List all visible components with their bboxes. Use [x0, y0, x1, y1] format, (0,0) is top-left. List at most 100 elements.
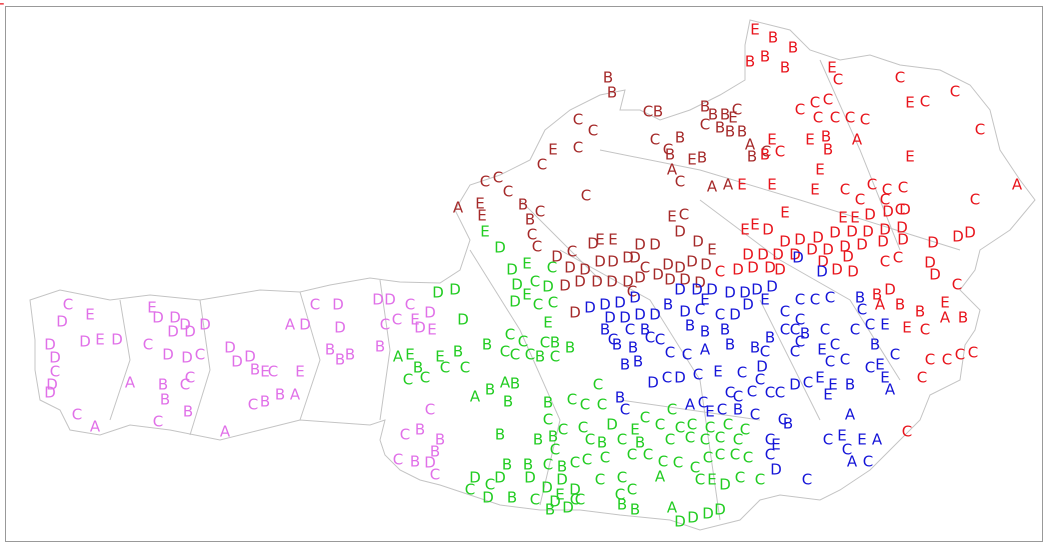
map-label: D — [724, 284, 736, 302]
map-label: C — [895, 69, 905, 87]
map-label: B — [725, 123, 735, 141]
map-label: D — [674, 223, 686, 241]
map-label: D — [469, 469, 481, 487]
map-label: E — [902, 319, 911, 337]
map-label: E — [740, 221, 749, 239]
map-label: D — [299, 316, 311, 334]
map-label: B — [275, 386, 285, 404]
map-label: D — [372, 291, 384, 309]
map-label: C — [970, 191, 980, 209]
map-label: C — [733, 388, 743, 406]
map-label: D — [181, 349, 193, 367]
map-label: C — [880, 191, 890, 209]
map-label: C — [975, 121, 985, 139]
map-label: C — [820, 321, 830, 339]
map-label: E — [95, 331, 104, 349]
map-label: A — [655, 468, 666, 486]
map-label: B — [375, 338, 385, 356]
map-label: D — [882, 203, 894, 221]
map-label: B — [523, 456, 533, 474]
map-label: C — [857, 301, 867, 319]
map-label: C — [803, 374, 813, 392]
map-label: C — [830, 109, 840, 127]
map-label: C — [518, 333, 528, 351]
map-label: C — [895, 201, 905, 219]
map-label: B — [715, 119, 725, 137]
map-label: C — [865, 316, 875, 334]
map-label: C — [63, 296, 73, 314]
map-label: C — [655, 416, 665, 434]
map-label: B — [783, 415, 793, 433]
map-label: B — [435, 431, 445, 449]
map-label: D — [899, 201, 911, 219]
map-label: D — [606, 273, 618, 291]
map-label: E — [705, 403, 714, 421]
map-label: B — [958, 309, 968, 327]
map-label: D — [614, 294, 626, 312]
map-label: D — [842, 248, 854, 266]
map-label: C — [581, 187, 591, 205]
map-label: D — [541, 479, 553, 497]
map-label: B — [557, 458, 567, 476]
map-label: E — [477, 207, 486, 225]
map-label: D — [334, 319, 346, 337]
map-label: C — [687, 416, 697, 434]
map-label: D — [700, 256, 712, 274]
map-label: B — [872, 286, 882, 304]
map-label: C — [795, 333, 805, 351]
map-label: D — [649, 236, 661, 254]
map-label: E — [737, 176, 746, 194]
map-label: C — [705, 419, 715, 437]
map-label: C — [440, 359, 450, 377]
map-label: E — [667, 208, 676, 226]
map-label: C — [765, 384, 775, 402]
map-label: C — [153, 413, 163, 431]
map-label: C — [567, 243, 577, 261]
map-label: D — [879, 221, 891, 239]
map-label: C — [662, 369, 672, 387]
map-label: D — [691, 281, 703, 299]
map-label: E — [260, 363, 269, 381]
map-label: C — [761, 143, 771, 161]
map-label: D — [766, 278, 778, 296]
map-label: C — [540, 334, 550, 352]
map-label: D — [606, 416, 618, 434]
map-label: D — [506, 261, 518, 279]
map-label: C — [392, 311, 402, 329]
map-label: B — [855, 289, 865, 307]
map-label: C — [608, 331, 618, 349]
map-label: D — [692, 233, 704, 251]
map-label: E — [817, 341, 826, 359]
map-label: A — [852, 131, 863, 149]
map-label: E — [750, 21, 759, 39]
map-label: B — [720, 106, 730, 124]
map-label: C — [775, 384, 785, 402]
map-label: D — [757, 246, 769, 264]
map-label: C — [679, 206, 689, 224]
map-label: E — [827, 59, 836, 77]
map-label: C — [627, 283, 637, 301]
map-label: B — [765, 329, 775, 347]
map-label: C — [675, 173, 685, 191]
map-label: C — [693, 366, 703, 384]
map-label: C — [725, 384, 735, 402]
map-label: C — [570, 491, 580, 509]
map-label: B — [502, 456, 512, 474]
map-label: C — [802, 471, 812, 489]
map-label: C — [833, 71, 843, 89]
map-label: B — [620, 356, 630, 374]
map-label: C — [780, 303, 790, 321]
map-label: B — [737, 123, 747, 141]
map-label: A — [707, 178, 718, 196]
map-label: C — [740, 421, 750, 439]
map-label: B — [518, 196, 528, 214]
map-label: A — [875, 296, 886, 314]
map-label: B — [653, 103, 663, 121]
map-label: C — [615, 486, 625, 504]
map-label: D — [789, 376, 801, 394]
map-label: D — [44, 336, 56, 354]
map-label: C — [505, 326, 515, 344]
map-label: C — [750, 406, 760, 424]
map-label: B — [345, 346, 355, 364]
map-label: B — [788, 39, 798, 57]
